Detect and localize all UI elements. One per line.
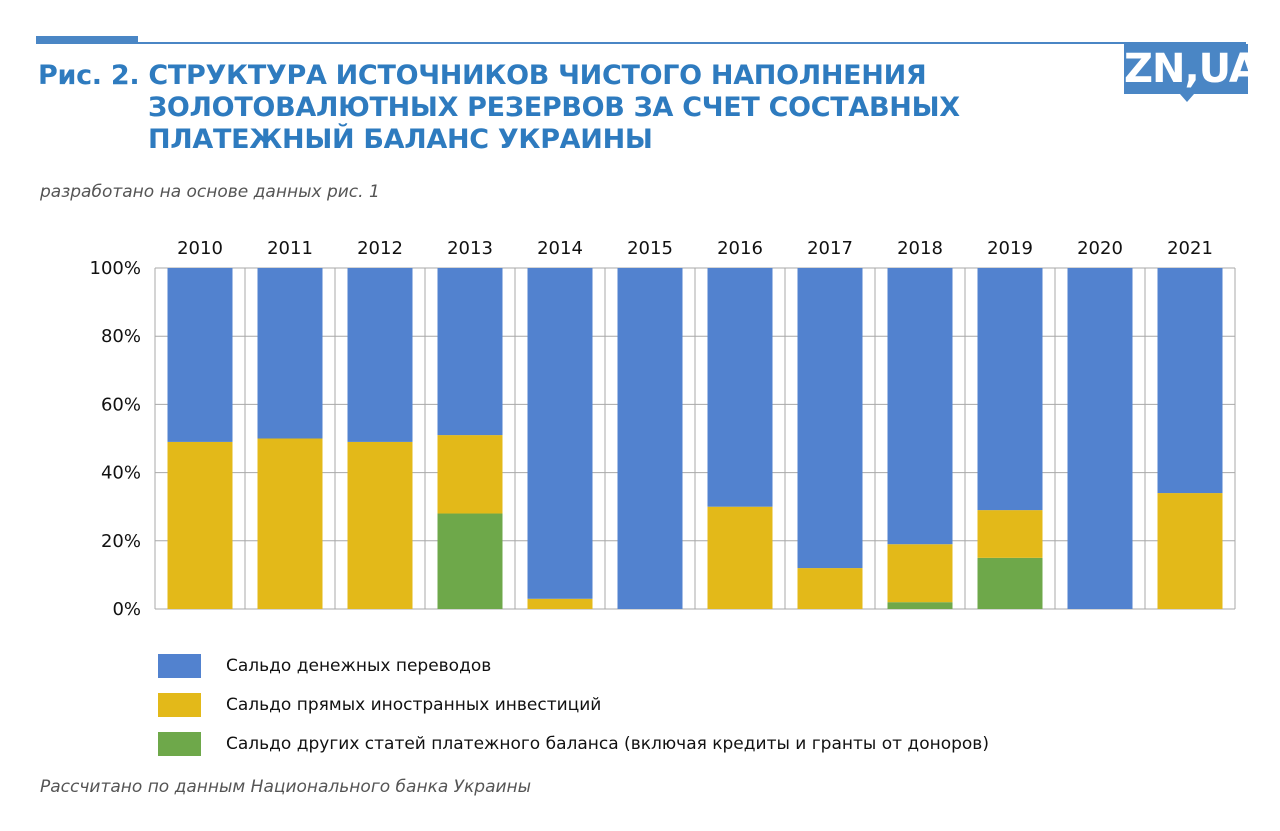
bar-segment xyxy=(887,544,953,603)
legend-label: Сальдо прямых иностранных инвестиций xyxy=(226,694,602,715)
title-line-1: Рис. 2. СТРУКТУРА ИСТОЧНИКОВ ЧИСТОГО НАП… xyxy=(38,60,927,91)
x-tick-label: 2021 xyxy=(1167,238,1213,259)
x-tick-label: 2012 xyxy=(357,238,403,259)
legend-label: Сальдо денежных переводов xyxy=(226,655,492,676)
bar-segment xyxy=(257,268,323,439)
legend-item-fdi: Сальдо прямых иностранных инвестиций xyxy=(158,685,989,724)
y-tick-label: 60% xyxy=(101,394,141,415)
legend-swatch-green xyxy=(158,731,201,756)
y-tick-label: 80% xyxy=(101,326,141,347)
bar-segment xyxy=(167,441,233,609)
bar-segment xyxy=(1067,268,1133,609)
x-tick-label: 2014 xyxy=(537,238,583,259)
bar-segment xyxy=(527,268,593,599)
bar-segment xyxy=(437,513,503,609)
bar-segment xyxy=(797,268,863,569)
x-tick-label: 2019 xyxy=(987,238,1033,259)
x-tick-label: 2015 xyxy=(627,238,673,259)
bar-segment xyxy=(437,268,503,436)
legend: Сальдо денежных переводов Сальдо прямых … xyxy=(158,646,989,763)
bar-segment xyxy=(977,268,1043,511)
bar-segment xyxy=(167,268,233,442)
x-tick-label: 2010 xyxy=(177,238,223,259)
y-tick-label: 0% xyxy=(112,599,141,620)
bar-segment xyxy=(1157,493,1223,609)
x-tick-label: 2017 xyxy=(807,238,853,259)
x-tick-label: 2018 xyxy=(897,238,943,259)
bar-segment xyxy=(257,438,323,609)
legend-label: Сальдо других статей платежного баланса … xyxy=(226,733,989,754)
header-accent-bar xyxy=(36,36,138,44)
bar-segment xyxy=(1157,268,1223,494)
x-tick-label: 2020 xyxy=(1077,238,1123,259)
zn-ua-logo: ZN,UA xyxy=(1124,44,1260,102)
y-tick-label: 40% xyxy=(101,463,141,484)
legend-item-other: Сальдо других статей платежного баланса … xyxy=(158,724,989,763)
x-tick-label: 2016 xyxy=(717,238,763,259)
bar-segment xyxy=(707,506,773,609)
bar-segment xyxy=(527,598,593,609)
bar-segment xyxy=(617,268,683,609)
bar-segment xyxy=(887,602,953,609)
bar-segment xyxy=(887,268,953,545)
stacked-bar-chart: 0% 20% 40% 60% 80% 100% 2010 2011 2012 2013 2014 20… xyxy=(90,238,1236,620)
bar-segment xyxy=(347,441,413,609)
y-tick-label: 20% xyxy=(101,531,141,552)
chart-title: Рис. 2. СТРУКТУРА ИСТОЧНИКОВ ЧИСТОГО НАП… xyxy=(38,60,960,156)
legend-swatch-blue xyxy=(158,653,201,678)
source-note: Рассчитано по данным Национального банка… xyxy=(40,777,532,797)
bar-segment xyxy=(977,510,1043,558)
bar-segment xyxy=(977,557,1043,609)
chart-subtitle: разработано на основе данных рис. 1 xyxy=(40,182,380,202)
x-tick-label: 2013 xyxy=(447,238,493,259)
bar-segment xyxy=(347,268,413,442)
bar-segment xyxy=(797,568,863,609)
title-line-3: ПЛАТЕЖНЫЙ БАЛАНС УКРАИНЫ xyxy=(148,124,653,155)
title-line-2: ЗОЛОТОВАЛЮТНЫХ РЕЗЕРВОВ ЗА СЧЕТ СОСТАВНЫ… xyxy=(148,92,960,123)
header-rule xyxy=(36,42,1246,44)
legend-item-remittances: Сальдо денежных переводов xyxy=(158,646,989,685)
legend-swatch-yellow xyxy=(158,692,201,717)
bar-segment xyxy=(707,268,773,507)
y-tick-label: 100% xyxy=(90,258,141,279)
bar-segment xyxy=(437,435,503,514)
x-tick-label: 2011 xyxy=(267,238,313,259)
